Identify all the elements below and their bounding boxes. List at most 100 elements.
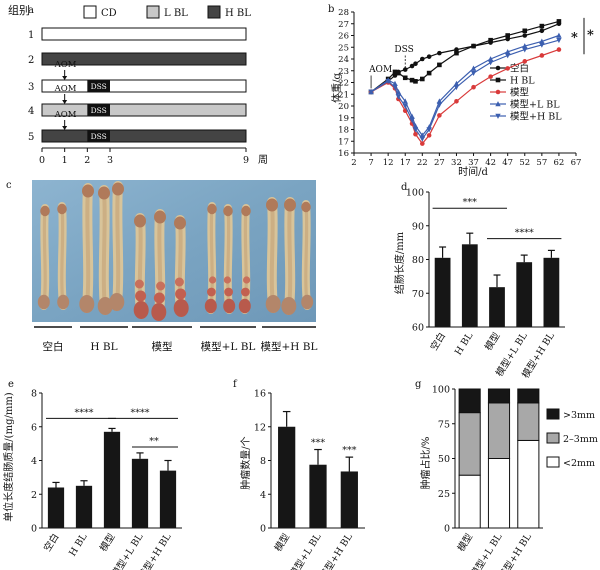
bar-category-label: 空白 bbox=[428, 330, 448, 352]
row-number: 3 bbox=[28, 82, 34, 93]
weight-data-point bbox=[426, 70, 432, 76]
weight-legend-label: 模型 bbox=[510, 87, 530, 99]
d-y-label: 结肠长度/mm bbox=[393, 231, 406, 294]
colon-proximal-end bbox=[223, 205, 233, 217]
weight-data-point bbox=[556, 19, 562, 24]
aom-arrow-head bbox=[62, 100, 68, 104]
row-number: 4 bbox=[28, 106, 34, 117]
weight-x-tick-label: 2 bbox=[351, 158, 356, 168]
weight-legend-marker bbox=[495, 89, 501, 95]
weight-sig-star: * bbox=[571, 30, 578, 45]
dss-label: DSS bbox=[91, 132, 107, 141]
design-axis-unit: 周 bbox=[258, 154, 268, 166]
weight-data-point bbox=[471, 84, 476, 90]
colon-specimen-shade bbox=[60, 204, 65, 308]
panel-letter-b: b bbox=[328, 4, 334, 15]
colon-proximal-end bbox=[207, 203, 217, 215]
weight-data-point bbox=[522, 28, 528, 34]
bar-y-tick-label: 25 bbox=[438, 489, 450, 500]
weight-x-tick-label: 7 bbox=[368, 158, 373, 168]
group-bar bbox=[41, 27, 247, 41]
panel-letter-g: g bbox=[415, 379, 422, 390]
weight-data-point bbox=[412, 127, 419, 133]
colon-specimen-shade bbox=[114, 184, 121, 308]
sig-marker: ** bbox=[149, 436, 159, 447]
weight-y-tick-label: 22 bbox=[338, 79, 349, 89]
weight-data-point bbox=[522, 33, 528, 38]
legend-label-cd: CD bbox=[101, 8, 117, 19]
panel-letter-e: e bbox=[8, 379, 14, 390]
legend-swatch bbox=[546, 456, 560, 468]
dss-block bbox=[87, 130, 110, 142]
weight-data-point bbox=[454, 50, 459, 56]
weight-data-point bbox=[504, 53, 511, 59]
bar-category-label: 模型 bbox=[97, 531, 118, 554]
colon-distal-end bbox=[151, 303, 167, 321]
colon-proximal-end bbox=[98, 186, 110, 200]
design-axis-tick-label: 1 bbox=[62, 155, 68, 166]
weight-data-point bbox=[402, 103, 408, 109]
weight-data-point bbox=[413, 61, 418, 66]
weight-data-point bbox=[409, 117, 415, 123]
bar-y-tick-label: 4 bbox=[31, 456, 37, 467]
weight-legend-label: 模型+L BL bbox=[510, 99, 560, 111]
panel-letter-f: f bbox=[233, 379, 238, 390]
weight-data-point bbox=[454, 99, 459, 104]
weight-data-point bbox=[413, 79, 418, 84]
weight-data-point bbox=[487, 60, 494, 66]
weight-x-tick-label: 22 bbox=[417, 158, 428, 168]
row-number: 1 bbox=[28, 30, 34, 41]
weight-data-point bbox=[409, 63, 415, 69]
legend-swatch bbox=[546, 408, 560, 420]
colon-proximal-end bbox=[112, 182, 124, 196]
weight-data-point bbox=[556, 37, 562, 44]
bar-category-label: 模型+H BL bbox=[317, 531, 355, 570]
bar-y-tick-label: 0 bbox=[31, 524, 37, 535]
colon-tumor bbox=[175, 288, 187, 300]
weight-y-tick-label: 20 bbox=[338, 102, 349, 112]
stacked-bar-segment bbox=[458, 412, 481, 476]
weight-y-tick-label: 23 bbox=[338, 67, 349, 77]
weight-data-point bbox=[392, 80, 398, 86]
bar-y-tick-label: 16 bbox=[254, 389, 266, 400]
sig-marker: **** bbox=[131, 407, 150, 418]
colon-photo-svg: c 空白 H BL 模型 模型+L BL 模型+H BL bbox=[6, 180, 318, 353]
weight-y-tick-label: 24 bbox=[338, 55, 349, 65]
stacked-bar-segment bbox=[517, 388, 540, 404]
weight-data-point bbox=[488, 74, 493, 79]
dss-label: DSS bbox=[91, 82, 107, 91]
weight-series-line bbox=[370, 39, 560, 140]
panel-c-colon-photo: c 空白 H BL 模型 模型+L BL 模型+H BL bbox=[0, 178, 340, 363]
weight-data-point bbox=[419, 136, 426, 142]
colon-proximal-end bbox=[154, 210, 166, 224]
weight-data-point bbox=[539, 53, 545, 58]
stacked-bar-segment bbox=[487, 402, 511, 459]
weight-data-point bbox=[402, 67, 408, 72]
weight-data-point bbox=[437, 62, 442, 68]
colon-proximal-end bbox=[174, 216, 186, 230]
colon-specimen-shade bbox=[84, 186, 91, 310]
weight-data-point bbox=[505, 36, 510, 42]
aom-arrow-head bbox=[62, 76, 68, 80]
bar-category-label: H BL bbox=[67, 531, 90, 558]
weight-data-point bbox=[392, 69, 398, 75]
weight-x-tick-label: 12 bbox=[383, 158, 394, 168]
weight-data-point bbox=[409, 77, 415, 83]
panel-letter-a: a bbox=[28, 5, 34, 16]
design-axis-tick-label: 9 bbox=[243, 155, 249, 166]
colon-distal-end bbox=[301, 294, 314, 310]
bar-y-tick-label: 8 bbox=[31, 389, 37, 400]
colon-specimen-shade bbox=[101, 188, 108, 312]
legend-swatch bbox=[546, 432, 560, 444]
sig-marker: *** bbox=[463, 197, 478, 208]
weight-data-point bbox=[487, 56, 494, 62]
colon-proximal-end bbox=[82, 184, 94, 198]
weight-x-tick-label: 57 bbox=[536, 158, 547, 168]
weight-legend-marker bbox=[495, 101, 501, 107]
weight-y-tick-label: 27 bbox=[338, 20, 349, 30]
bar bbox=[131, 458, 149, 528]
colon-tumor bbox=[134, 279, 144, 289]
weight-data-point bbox=[426, 54, 432, 59]
colon-distal-end bbox=[133, 301, 149, 319]
row-number: 2 bbox=[28, 55, 34, 66]
